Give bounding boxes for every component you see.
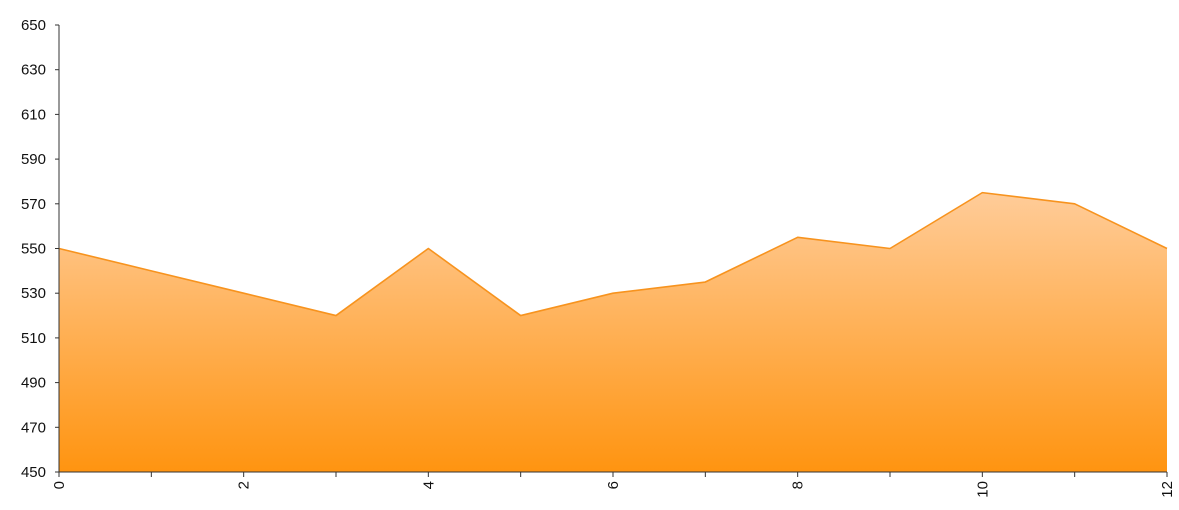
y-tick-label: 570 <box>21 196 46 213</box>
x-tick-label: 4 <box>420 481 437 489</box>
y-tick-label: 610 <box>21 106 46 123</box>
x-tick-label: 12 <box>1159 481 1176 498</box>
y-tick-label: 450 <box>21 464 46 481</box>
series-area-fill <box>59 192 1167 472</box>
x-tick-label: 6 <box>605 481 622 489</box>
y-tick-label: 550 <box>21 241 46 258</box>
y-tick-label: 470 <box>21 419 46 436</box>
x-tick-label: 8 <box>790 481 807 489</box>
area-layer <box>58 191 1168 472</box>
y-tick-label: 490 <box>21 375 46 392</box>
x-tick-label: 2 <box>236 481 253 489</box>
x-tick-label: 0 <box>51 481 68 489</box>
ticks-layer: 450 470 490 510 530 550 570 590 610 630 650 0 2 4 6 8 10… <box>21 17 1176 498</box>
y-tick-label: 510 <box>21 330 46 347</box>
series-line <box>58 191 1168 317</box>
y-tick-label: 530 <box>21 285 46 302</box>
y-tick-label: 630 <box>21 62 46 79</box>
y-tick-label: 650 <box>21 17 46 34</box>
x-tick-label: 10 <box>974 481 991 498</box>
y-tick-label: 590 <box>21 151 46 168</box>
